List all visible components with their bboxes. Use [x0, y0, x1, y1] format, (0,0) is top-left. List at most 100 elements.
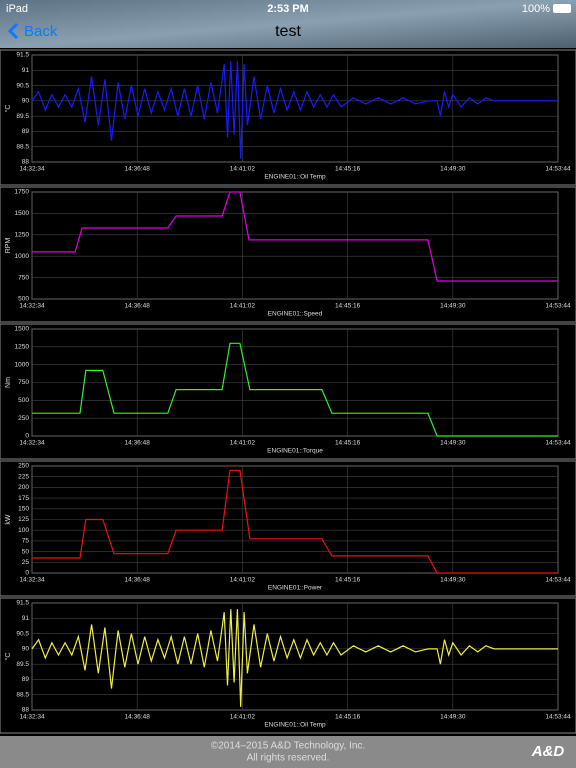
- y-tick-label: 88: [22, 707, 30, 714]
- x-tick-label: 14:36:48: [125, 577, 151, 584]
- y-tick-label: 90.5: [16, 82, 29, 89]
- y-tick-label: 88: [22, 159, 30, 166]
- x-tick-label: 14:32:34: [19, 166, 45, 173]
- x-tick-label: 14:36:48: [125, 714, 151, 721]
- battery-icon: [553, 4, 571, 13]
- y-tick-label: 89: [22, 128, 30, 135]
- rights: All rights reserved.: [247, 753, 330, 764]
- data-line: [32, 469, 558, 574]
- data-line: [31, 609, 558, 707]
- y-tick-label: 88.5: [16, 691, 29, 698]
- y-tick-label: 88.5: [16, 143, 29, 150]
- x-tick-label: 14:49:30: [440, 166, 466, 173]
- x-tick-label: 14:49:30: [440, 440, 466, 447]
- y-tick-label: 1000: [15, 253, 30, 260]
- y-tick-label: 1000: [15, 361, 30, 368]
- x-tick-label: 14:45:16: [335, 577, 361, 584]
- y-tick-label: 89.5: [16, 113, 29, 120]
- x-tick-label: 14:32:34: [19, 440, 45, 447]
- y-tick-label: 125: [18, 516, 29, 523]
- y-tick-label: 200: [18, 484, 29, 491]
- y-tick-label: 25: [22, 559, 30, 566]
- x-axis-label: ENGINE01::Oil Temp: [264, 722, 326, 729]
- y-tick-label: 250: [18, 463, 29, 470]
- y-tick-label: 91.5: [16, 600, 29, 607]
- x-tick-label: 14:53:44: [545, 577, 571, 584]
- y-axis-label: °C: [4, 105, 12, 113]
- x-tick-label: 14:49:30: [440, 714, 466, 721]
- x-axis-label: ENGINE01::Oil Temp: [264, 174, 326, 181]
- y-axis-label: Nm: [5, 377, 12, 388]
- data-line: [32, 342, 558, 437]
- y-tick-label: 0: [25, 433, 29, 440]
- x-tick-label: 14:41:02: [230, 714, 256, 721]
- plot-area: [31, 191, 559, 300]
- y-tick-label: 90: [22, 98, 30, 105]
- x-tick-label: 14:41:02: [230, 440, 256, 447]
- y-axis-label: °C: [4, 653, 12, 661]
- y-tick-label: 90: [22, 646, 30, 653]
- x-tick-label: 14:41:02: [230, 577, 256, 584]
- back-chevron[interactable]: [7, 22, 19, 40]
- x-tick-label: 14:53:44: [545, 440, 571, 447]
- copyright: ©2014–2015 A&D Technology, Inc.: [211, 741, 365, 752]
- x-tick-label: 14:32:34: [19, 714, 45, 721]
- nav-title: test: [275, 23, 301, 40]
- x-tick-label: 14:36:48: [125, 440, 151, 447]
- x-tick-label: 14:49:30: [440, 303, 466, 310]
- data-line: [31, 61, 558, 159]
- y-tick-label: 750: [18, 379, 29, 386]
- x-axis-label: ENGINE01::Speed: [268, 311, 323, 318]
- x-tick-label: 14:49:30: [440, 577, 466, 584]
- y-tick-label: 89: [22, 676, 30, 683]
- x-tick-label: 14:36:48: [125, 303, 151, 310]
- x-tick-label: 14:41:02: [230, 303, 256, 310]
- y-tick-label: 0: [25, 570, 29, 577]
- x-axis-label: ENGINE01::Power: [268, 585, 323, 592]
- y-tick-label: 175: [18, 495, 29, 502]
- y-tick-label: 1500: [15, 210, 30, 217]
- y-tick-label: 1500: [15, 326, 30, 333]
- x-tick-label: 14:45:16: [335, 714, 361, 721]
- plot-area: [31, 602, 559, 711]
- y-tick-label: 1750: [15, 189, 30, 196]
- battery-percent: 100%: [522, 3, 550, 15]
- y-tick-label: 225: [18, 473, 29, 480]
- y-tick-label: 91.5: [16, 52, 29, 59]
- x-axis-label: ENGINE01::Torque: [267, 448, 323, 455]
- x-tick-label: 14:45:16: [335, 166, 361, 173]
- y-tick-label: 750: [18, 274, 29, 281]
- x-tick-label: 14:53:44: [545, 714, 571, 721]
- plot-area: [31, 54, 559, 163]
- y-axis-label: kW: [5, 514, 12, 525]
- y-tick-label: 150: [18, 506, 29, 513]
- data-line: [32, 191, 558, 282]
- header-background: [0, 0, 576, 48]
- logo: A&D: [531, 743, 565, 760]
- x-tick-label: 14:32:34: [19, 577, 45, 584]
- y-tick-label: 91: [22, 615, 30, 622]
- y-tick-label: 500: [18, 296, 29, 303]
- y-tick-label: 50: [22, 548, 30, 555]
- y-tick-label: 75: [22, 538, 30, 545]
- x-tick-label: 14:53:44: [545, 303, 571, 310]
- y-tick-label: 500: [18, 397, 29, 404]
- y-tick-label: 250: [18, 415, 29, 422]
- y-tick-label: 100: [18, 527, 29, 534]
- device-name: iPad: [6, 3, 28, 15]
- x-tick-label: 14:45:16: [335, 303, 361, 310]
- back-button[interactable]: Back: [7, 22, 58, 40]
- x-tick-label: 14:45:16: [335, 440, 361, 447]
- y-tick-label: 89.5: [16, 661, 29, 668]
- x-tick-label: 14:53:44: [545, 166, 571, 173]
- x-tick-label: 14:41:02: [230, 166, 256, 173]
- y-tick-label: 1250: [15, 344, 30, 351]
- x-tick-label: 14:32:34: [19, 303, 45, 310]
- y-tick-label: 91: [22, 67, 30, 74]
- y-axis-label: RPM: [5, 238, 12, 254]
- y-tick-label: 1250: [15, 232, 30, 239]
- back-label[interactable]: Back: [24, 23, 58, 40]
- footer-background: [0, 736, 576, 768]
